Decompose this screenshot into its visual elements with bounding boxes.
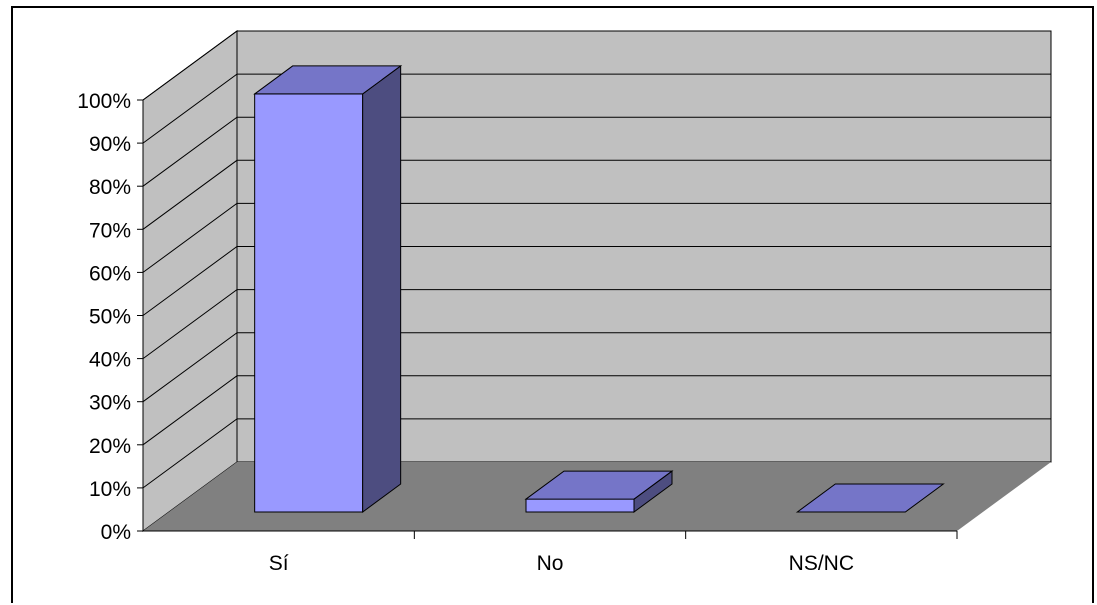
bar-no — [524, 470, 674, 513]
axes — [137, 99, 958, 539]
x-axis-category-labels: Sí No NS/NC — [269, 552, 854, 575]
gridline — [142, 30, 1051, 101]
gridline — [142, 159, 1051, 230]
y-tick-label: 40% — [89, 349, 131, 372]
x-category-label: NS/NC — [789, 552, 854, 575]
bar-s- — [253, 64, 403, 513]
bar-top — [253, 65, 403, 95]
y-tick-label: 80% — [89, 176, 131, 199]
gridline — [142, 289, 1051, 360]
y-tick-label: 50% — [89, 306, 131, 329]
bar-top — [524, 470, 674, 500]
bars — [253, 64, 945, 513]
bar-front — [525, 498, 635, 513]
y-tick-label: 0% — [101, 521, 131, 544]
gridline — [142, 332, 1051, 403]
y-tick-label: 60% — [89, 262, 131, 285]
x-category-label: Sí — [269, 552, 289, 575]
gridline — [142, 73, 1051, 144]
bar-ns-nc — [795, 483, 945, 513]
gridline — [142, 202, 1051, 273]
y-tick-label: 90% — [89, 133, 131, 156]
bar-front — [254, 93, 364, 513]
gridline — [142, 375, 1051, 446]
y-tick-label: 70% — [89, 219, 131, 242]
y-tick-label: 10% — [89, 478, 131, 501]
y-tick-label: 30% — [89, 392, 131, 415]
y-tick-label: 20% — [89, 435, 131, 458]
bar-top — [795, 483, 945, 513]
gridline — [142, 246, 1051, 316]
gridline — [142, 418, 1051, 489]
y-tick-label: 100% — [77, 90, 131, 113]
x-category-label: No — [537, 552, 564, 575]
y-axis-tick-labels: 0% 10% 20% 30% 40% 50% 60% 70% 80% 90% 100% — [77, 90, 131, 544]
gridline — [142, 116, 1051, 187]
bar-side — [362, 64, 402, 513]
gridlines — [142, 30, 1051, 489]
